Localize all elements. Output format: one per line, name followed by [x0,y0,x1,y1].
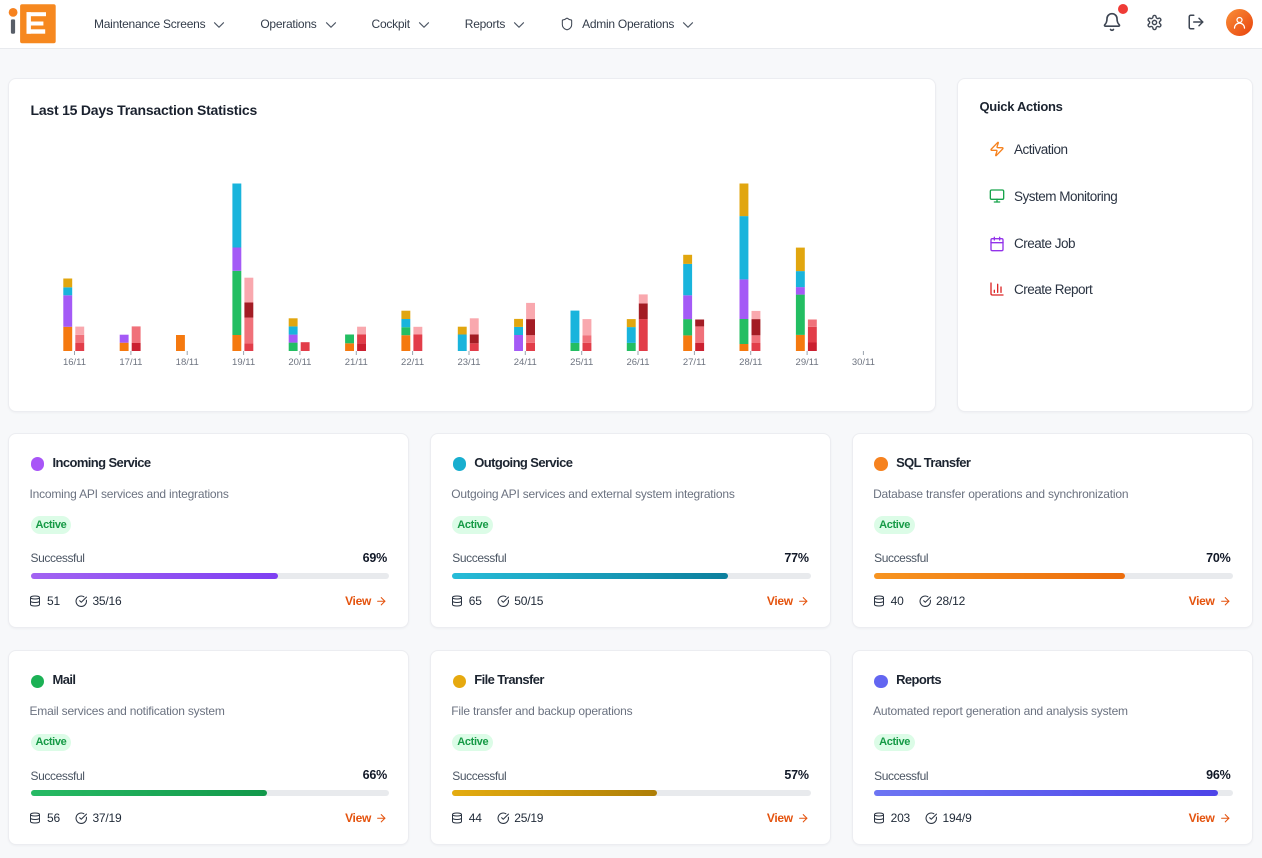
svg-text:19/11: 19/11 [232,357,255,368]
svg-text:28/11: 28/11 [739,357,762,368]
svg-text:23/11: 23/11 [457,357,480,368]
svg-text:29/11: 29/11 [796,357,819,368]
svg-text:18/11: 18/11 [176,357,199,368]
svg-text:22/11: 22/11 [401,357,424,368]
svg-text:21/11: 21/11 [345,357,368,368]
svg-text:20/11: 20/11 [288,357,311,368]
svg-text:27/11: 27/11 [683,357,706,368]
svg-text:24/11: 24/11 [514,357,537,368]
svg-text:26/11: 26/11 [626,357,649,368]
svg-text:25/11: 25/11 [570,357,593,368]
svg-text:16/11: 16/11 [63,357,86,368]
svg-text:30/11: 30/11 [852,357,875,368]
svg-text:17/11: 17/11 [119,357,142,368]
